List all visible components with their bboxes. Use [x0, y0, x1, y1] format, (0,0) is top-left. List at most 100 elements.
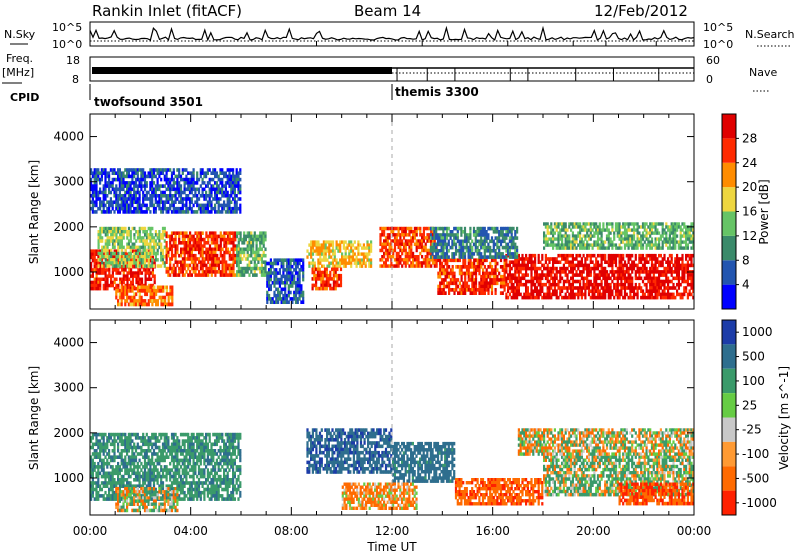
data-cell-1: [162, 236, 164, 240]
data-cell-3: [184, 273, 186, 277]
data-cell-12: [126, 200, 128, 204]
data-cell-6: [339, 258, 341, 261]
data-cell-3: [229, 235, 231, 239]
data-cell-7: [340, 268, 342, 272]
data-cell-0: [126, 274, 128, 278]
data-cell-4: [264, 267, 266, 271]
data-cell-5: [279, 294, 281, 298]
data-cell-12: [151, 184, 153, 188]
data-cell-4: [257, 251, 259, 255]
data-cell-2: [115, 292, 117, 296]
data-cell-8: [405, 249, 407, 253]
data-cell-6: [332, 262, 334, 265]
data-cell-9: [445, 291, 447, 295]
data-cell-8: [401, 264, 403, 268]
data-cell-3: [194, 270, 196, 274]
data-cell-10: [683, 277, 685, 281]
data-cell-6: [323, 265, 325, 268]
data-cell-12: [135, 181, 137, 185]
data-cell-8: [398, 264, 400, 268]
data-cell-10: [572, 289, 574, 293]
data-cell-10: [554, 286, 556, 290]
data-cell-12: [173, 178, 175, 182]
data-cell-9: [473, 262, 475, 266]
data-cell-11: [550, 222, 552, 225]
data-cell-12: [137, 188, 139, 192]
data-cell-12: [193, 184, 195, 188]
data-cell-10: [687, 280, 689, 284]
data-cell-4: [264, 235, 266, 239]
data-cell-11: [660, 237, 662, 240]
data-cell-12: [95, 188, 97, 192]
data-cell-12: [214, 204, 216, 208]
data-cell-12: [221, 181, 223, 185]
data-cell-12: [193, 175, 195, 179]
data-cell-9: [478, 268, 480, 272]
data-cell-12: [203, 188, 205, 192]
data-cell-12: [101, 175, 103, 179]
data-cell-6: [328, 246, 330, 249]
data-cell-1: [115, 261, 117, 265]
data-cell-12: [171, 175, 173, 179]
data-cell-7: [322, 277, 324, 281]
data-cell-5: [295, 268, 297, 272]
data-cell-10: [633, 296, 635, 300]
data-cell-0: [126, 281, 128, 285]
data-cell-0: [94, 278, 96, 282]
data-cell-12: [193, 204, 195, 208]
data-cell-6: [325, 243, 327, 246]
data-cell-11: [601, 234, 603, 237]
data-cell-5: [275, 275, 277, 279]
data-cell-10: [527, 286, 529, 290]
data-cell-7: [340, 284, 342, 288]
data-cell-6: [359, 252, 361, 255]
data-cell-6: [350, 265, 352, 268]
data-cell-9: [443, 265, 445, 269]
data-cell-3: [169, 260, 171, 264]
data-cell-12: [131, 178, 133, 182]
data-cell-11: [595, 222, 597, 225]
data-cell-10: [581, 289, 583, 293]
data-cell-11: [574, 243, 576, 246]
data-cell-3: [198, 270, 200, 274]
data-cell-6: [325, 255, 327, 258]
data-cell-4: [250, 231, 252, 235]
data-cell-9: [468, 268, 470, 272]
data-cell-10: [550, 273, 552, 277]
data-cell-8: [385, 239, 387, 243]
data-cell-10: [592, 260, 594, 264]
data-cell-3: [231, 241, 233, 245]
data-cell-8: [394, 246, 396, 250]
data-cell-6: [328, 243, 330, 246]
data-cell-10: [575, 257, 577, 261]
data-cell-12: [158, 175, 160, 179]
data-cell-10: [541, 289, 543, 293]
data-cell-0: [137, 274, 139, 278]
data-cell-10: [644, 293, 646, 297]
data-cell-10: [613, 273, 615, 277]
data-cell-10: [656, 267, 658, 271]
data-cell-11: [615, 243, 617, 246]
data-cell-12: [236, 194, 238, 198]
data-cell-12: [133, 175, 135, 179]
data-cell-12: [146, 194, 148, 198]
data-cell-11: [676, 228, 678, 231]
data-cell-5: [302, 271, 304, 275]
data-cell-10: [685, 257, 687, 261]
data-cell-10: [539, 260, 541, 264]
data-cell-10: [667, 289, 669, 293]
data-cell-11: [665, 234, 667, 237]
data-cell-0: [94, 253, 96, 257]
data-cell-10: [572, 254, 574, 258]
data-cell-12: [232, 171, 234, 175]
data-cell-4: [259, 244, 261, 248]
data-cell-6: [359, 258, 361, 261]
data-cell-3: [231, 267, 233, 271]
data-cell-11: [628, 225, 630, 228]
data-cell-12: [180, 175, 182, 179]
data-cell-3: [220, 241, 222, 245]
data-cell-6: [370, 243, 372, 246]
data-cell-3: [171, 248, 173, 252]
data-cell-2: [171, 292, 173, 296]
data-cell-4: [252, 244, 254, 248]
